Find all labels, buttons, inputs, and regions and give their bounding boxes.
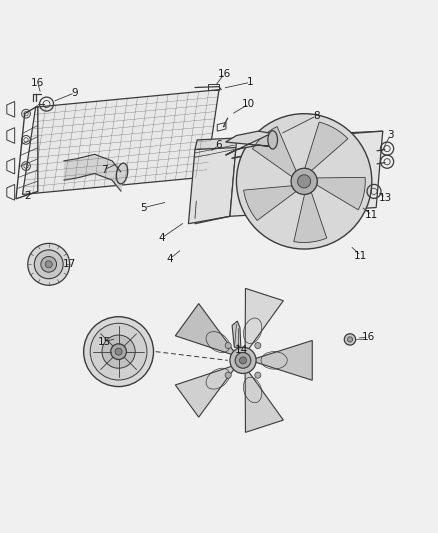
Circle shape bbox=[111, 344, 127, 359]
Circle shape bbox=[291, 168, 317, 195]
Polygon shape bbox=[254, 341, 312, 380]
Text: 11: 11 bbox=[354, 251, 367, 261]
Circle shape bbox=[45, 261, 52, 268]
Text: 14: 14 bbox=[235, 345, 248, 356]
Circle shape bbox=[237, 114, 372, 249]
Text: 7: 7 bbox=[101, 165, 108, 175]
Polygon shape bbox=[230, 131, 383, 216]
Polygon shape bbox=[22, 90, 219, 195]
Circle shape bbox=[90, 323, 147, 380]
Circle shape bbox=[41, 256, 57, 272]
Text: 16: 16 bbox=[218, 69, 231, 78]
Text: 2: 2 bbox=[25, 191, 31, 201]
Text: 10: 10 bbox=[242, 99, 255, 109]
Text: 8: 8 bbox=[313, 111, 320, 121]
Circle shape bbox=[255, 372, 261, 378]
Text: 11: 11 bbox=[365, 210, 378, 220]
Circle shape bbox=[225, 343, 231, 349]
Polygon shape bbox=[245, 288, 283, 351]
Text: 15: 15 bbox=[98, 337, 111, 346]
Circle shape bbox=[34, 250, 63, 279]
Text: 4: 4 bbox=[167, 254, 173, 264]
Polygon shape bbox=[305, 122, 348, 171]
Text: 1: 1 bbox=[247, 77, 254, 87]
Circle shape bbox=[225, 372, 231, 378]
Polygon shape bbox=[175, 366, 235, 417]
Circle shape bbox=[240, 357, 247, 364]
Text: 13: 13 bbox=[379, 192, 392, 203]
Text: 16: 16 bbox=[362, 332, 375, 342]
Polygon shape bbox=[175, 304, 235, 355]
Polygon shape bbox=[294, 192, 327, 243]
Circle shape bbox=[235, 352, 251, 368]
Circle shape bbox=[255, 343, 261, 349]
Circle shape bbox=[102, 335, 135, 368]
Circle shape bbox=[28, 244, 70, 285]
Text: 4: 4 bbox=[158, 233, 165, 243]
Text: 3: 3 bbox=[387, 130, 394, 140]
Ellipse shape bbox=[268, 131, 278, 149]
Polygon shape bbox=[188, 142, 237, 224]
Text: 5: 5 bbox=[141, 203, 147, 213]
Text: 16: 16 bbox=[31, 78, 44, 88]
Circle shape bbox=[344, 334, 356, 345]
Ellipse shape bbox=[117, 163, 128, 184]
Text: 9: 9 bbox=[71, 88, 78, 98]
Polygon shape bbox=[252, 126, 296, 177]
Polygon shape bbox=[232, 321, 241, 348]
Polygon shape bbox=[195, 131, 383, 149]
Circle shape bbox=[84, 317, 153, 386]
Circle shape bbox=[347, 337, 353, 342]
Polygon shape bbox=[245, 370, 283, 432]
Polygon shape bbox=[226, 131, 272, 155]
Circle shape bbox=[297, 175, 311, 188]
Text: 17: 17 bbox=[63, 260, 76, 269]
Circle shape bbox=[230, 348, 256, 374]
Circle shape bbox=[115, 348, 122, 355]
Polygon shape bbox=[317, 177, 365, 210]
Polygon shape bbox=[244, 186, 296, 221]
Text: 6: 6 bbox=[215, 140, 223, 150]
